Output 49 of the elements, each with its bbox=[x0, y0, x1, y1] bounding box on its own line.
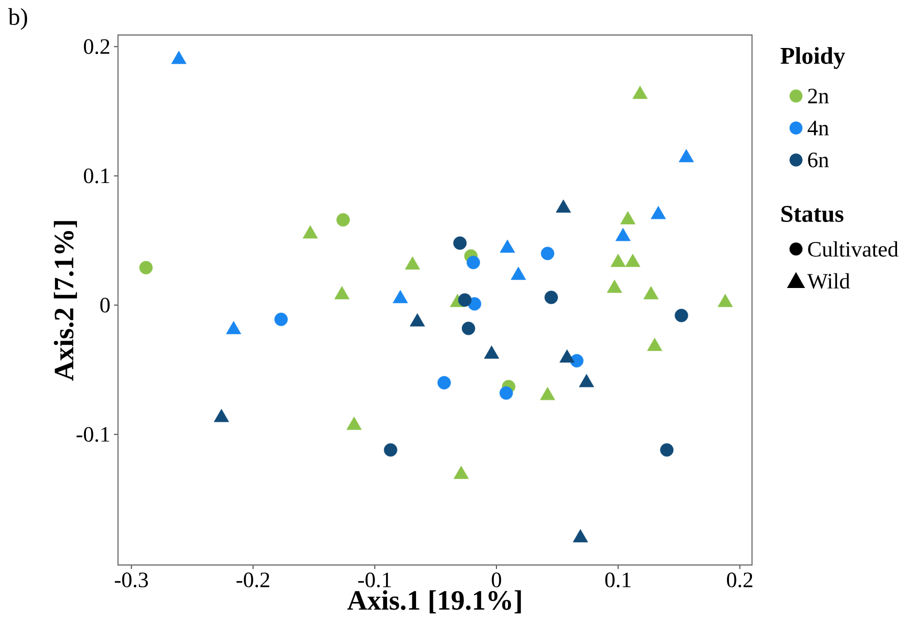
point bbox=[572, 529, 588, 542]
point bbox=[500, 240, 515, 253]
point bbox=[650, 206, 666, 220]
point bbox=[484, 346, 500, 359]
legend-label: 4n bbox=[808, 120, 829, 136]
point bbox=[510, 266, 526, 280]
point bbox=[625, 254, 640, 267]
point bbox=[334, 286, 350, 300]
chart-title: b) bbox=[8, 8, 28, 30]
text: Status bbox=[781, 206, 844, 222]
point bbox=[620, 211, 636, 224]
legend-title: Ploidy bbox=[780, 47, 846, 69]
point bbox=[392, 290, 408, 304]
x-tick-label: -0.2 bbox=[236, 572, 270, 588]
point bbox=[226, 321, 242, 334]
x-tick-label: -0.3 bbox=[114, 572, 148, 588]
y-axis-title: Axis.2 [7.1%] bbox=[54, 221, 77, 381]
x-tick-label: 0 bbox=[492, 572, 502, 588]
y-tick-label: 0.1 bbox=[84, 168, 110, 184]
point bbox=[171, 50, 186, 64]
text: Cultivated bbox=[808, 241, 898, 257]
point bbox=[556, 200, 571, 213]
point bbox=[214, 408, 230, 422]
x-tick-label: -0.1 bbox=[358, 572, 391, 588]
point bbox=[718, 294, 733, 308]
point bbox=[559, 349, 575, 363]
x-axis-title: Axis.1 [19.1%] bbox=[347, 590, 521, 614]
point bbox=[454, 466, 469, 479]
point bbox=[540, 386, 556, 400]
y-tick-label: 0.2 bbox=[84, 39, 110, 54]
legend-label: 6n bbox=[808, 152, 829, 168]
point bbox=[647, 338, 662, 351]
point bbox=[410, 313, 425, 326]
legend-label: 2n bbox=[808, 88, 829, 104]
point bbox=[632, 86, 648, 99]
point bbox=[610, 254, 626, 267]
point bbox=[302, 225, 318, 239]
point bbox=[606, 280, 622, 293]
point bbox=[578, 374, 594, 388]
point bbox=[346, 416, 362, 430]
x-tick-label: 0.1 bbox=[605, 572, 631, 588]
point bbox=[678, 149, 694, 162]
point bbox=[404, 256, 420, 270]
text: Wild bbox=[807, 273, 850, 289]
x-tick-label: 0.2 bbox=[726, 572, 752, 588]
y-tick-label: 0 bbox=[100, 298, 110, 313]
y-tick-label: -0.1 bbox=[76, 426, 110, 442]
point bbox=[643, 286, 659, 300]
point bbox=[615, 228, 631, 242]
